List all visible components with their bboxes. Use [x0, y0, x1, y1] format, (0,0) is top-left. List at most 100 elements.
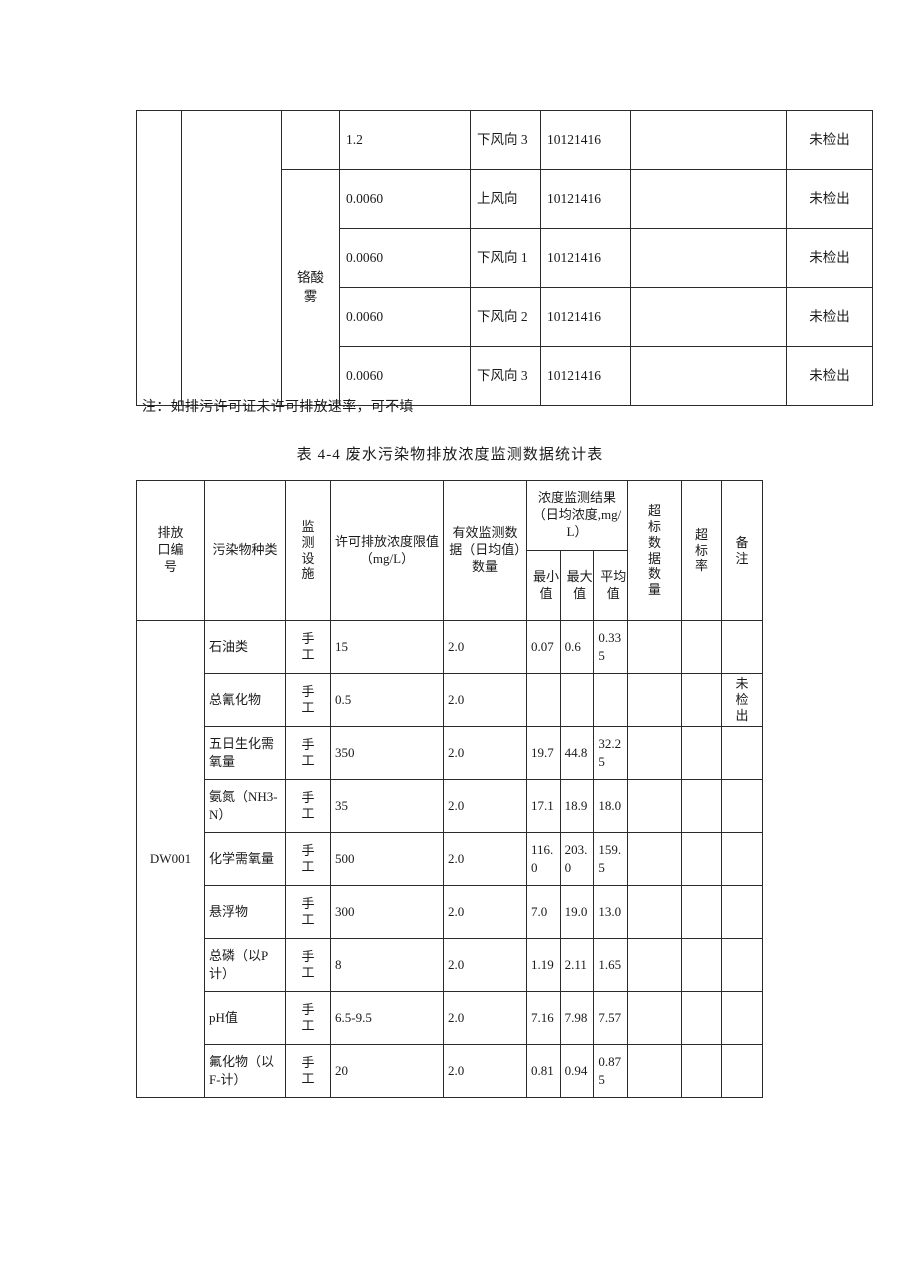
cell-exceed-rate: [681, 832, 722, 886]
header-result-group: 浓度监测结果（日均浓度,mg/L）: [526, 480, 628, 551]
cell-exceed-count: [627, 1044, 682, 1098]
cell-facility-label: 手工: [301, 737, 315, 768]
table-header-subrow: 最小值 最大值 平均值: [137, 550, 763, 621]
cell-limit: 500: [330, 832, 444, 886]
header-exceed-count: 超标数据数量: [627, 480, 682, 621]
cell-facility: 手工: [285, 673, 331, 727]
header-outlet-code: 排放口编号: [136, 480, 205, 621]
cell-exceed-rate: [681, 726, 722, 780]
cell-max: 2.11: [559, 938, 595, 992]
cell-limit: 6.5-9.5: [330, 991, 444, 1045]
table-row: 五日生化需氧量 手工 350 2.0 19.7 44.8 32.25: [137, 726, 763, 780]
air-cell-direction: 下风向 3: [470, 346, 541, 406]
air-cell-blank: [630, 110, 787, 170]
header-exceed-rate: 超标率: [681, 480, 722, 621]
cell-exceed-count: [627, 832, 682, 886]
cell-exceed-count: [627, 991, 682, 1045]
cell-outlet-code: DW001: [136, 620, 205, 1098]
cell-exceed-count: [627, 673, 682, 727]
cell-min: 1.19: [526, 938, 561, 992]
cell-max: 18.9: [559, 779, 595, 833]
cell-min: 7.0: [526, 885, 561, 939]
table-row: 总氰化物 手工 0.5 2.0 未检出: [137, 673, 763, 727]
cell-remark: [721, 991, 763, 1045]
cell-facility-label: 手工: [301, 790, 315, 821]
header-exceed-count-label: 超标数据数量: [647, 502, 661, 598]
header-pollutant-type-label: 污染物种类: [212, 542, 278, 558]
cell-exceed-count: [627, 779, 682, 833]
header-outlet-code-label: 排放口编号: [157, 525, 184, 574]
table-row: 氟化物（以F-计） 手工 20 2.0 0.81 0.94 0.875: [137, 1044, 763, 1098]
air-cell-limit: 1.2: [339, 110, 471, 170]
cell-max: 7.98: [559, 991, 595, 1045]
cell-exceed-rate: [681, 885, 722, 939]
table-row: 化学需氧量 手工 500 2.0 116.0 203.0 159.5: [137, 832, 763, 886]
wastewater-table-head: 排放口编号 污染物种类 监测设施 许可排放浓度限值（mg/L） 有效监测数据（日…: [136, 480, 763, 621]
cell-max: 19.0: [559, 885, 595, 939]
cell-remark-label: 未检出: [735, 676, 749, 723]
header-permit-limit: 许可排放浓度限值（mg/L）: [330, 480, 444, 621]
air-pollutant-table: 1.2 下风向 3 10121416 未检出 铬酸雾 0.0060 上风向 10…: [136, 110, 873, 406]
air-cell-pollutant-prev: [281, 110, 340, 170]
air-cell-remark: 未检出: [786, 346, 873, 406]
cell-avg: 18.0: [593, 779, 628, 833]
cell-exceed-count: [627, 726, 682, 780]
header-max-value: 最大值: [559, 550, 595, 621]
cell-limit: 15: [330, 620, 444, 674]
cell-remark: [721, 726, 763, 780]
cell-avg: 1.65: [593, 938, 628, 992]
cell-limit: 20: [330, 1044, 444, 1098]
cell-min: 17.1: [526, 779, 561, 833]
table-row: 悬浮物 手工 300 2.0 7.0 19.0 13.0: [137, 885, 763, 939]
cell-facility: 手工: [285, 779, 331, 833]
header-avg-value: 平均值: [593, 550, 628, 621]
header-valid-data-count-label: 有效监测数据（日均值）数量: [449, 525, 521, 574]
header-avg-value-label: 平均值: [600, 568, 627, 601]
page-title: 表 4-4 废水污染物排放浓度监测数据统计表: [296, 447, 604, 463]
cell-pollutant: 氨氮（NH3-N）: [204, 779, 286, 833]
cell-remark: 未检出: [721, 673, 763, 727]
cell-limit: 0.5: [330, 673, 444, 727]
air-cell-blank: [630, 287, 787, 347]
cell-avg: [593, 673, 628, 727]
cell-facility-label: 手工: [301, 896, 315, 927]
cell-min: 19.7: [526, 726, 561, 780]
air-cell-direction: 下风向 3: [470, 110, 541, 170]
cell-facility: 手工: [285, 1044, 331, 1098]
cell-count: 2.0: [443, 673, 527, 727]
table-row: 总磷（以P计） 手工 8 2.0 1.19 2.11 1.65: [137, 938, 763, 992]
cell-remark: [721, 885, 763, 939]
header-max-value-label: 最大值: [566, 568, 593, 601]
cell-exceed-count: [627, 885, 682, 939]
cell-count: 2.0: [443, 726, 527, 780]
cell-facility: 手工: [285, 832, 331, 886]
air-cell-direction: 下风向 2: [470, 287, 541, 347]
cell-exceed-rate: [681, 673, 722, 727]
cell-max: 44.8: [559, 726, 595, 780]
cell-exceed-rate: [681, 1044, 722, 1098]
cell-count: 2.0: [443, 938, 527, 992]
cell-exceed-rate: [681, 991, 722, 1045]
cell-avg: 13.0: [593, 885, 628, 939]
cell-facility: 手工: [285, 726, 331, 780]
cell-facility: 手工: [285, 938, 331, 992]
table-row: 0.0060 下风向 3 10121416 未检出: [137, 346, 873, 406]
header-exceed-rate-label: 超标率: [694, 526, 708, 574]
cell-pollutant: 石油类: [204, 620, 286, 674]
cell-min: 0.07: [526, 620, 561, 674]
header-remark: 备注: [721, 480, 763, 621]
cell-min: 116.0: [526, 832, 561, 886]
cell-facility: 手工: [285, 885, 331, 939]
air-cell-code: 10121416: [540, 169, 631, 229]
air-cell-pollutant-group: 铬酸雾: [281, 169, 340, 406]
cell-remark: [721, 1044, 763, 1098]
cell-facility-label: 手工: [301, 949, 315, 980]
cell-limit: 35: [330, 779, 444, 833]
air-table-body: 1.2 下风向 3 10121416 未检出 铬酸雾 0.0060 上风向 10…: [136, 110, 873, 406]
cell-pollutant: 氟化物（以F-计）: [204, 1044, 286, 1098]
cell-remark: [721, 938, 763, 992]
table-note: 注：如排污许可证未许可排放速率，可不填: [142, 400, 414, 415]
header-monitor-facility-label: 监测设施: [301, 518, 315, 582]
cell-pollutant: 五日生化需氧量: [204, 726, 286, 780]
